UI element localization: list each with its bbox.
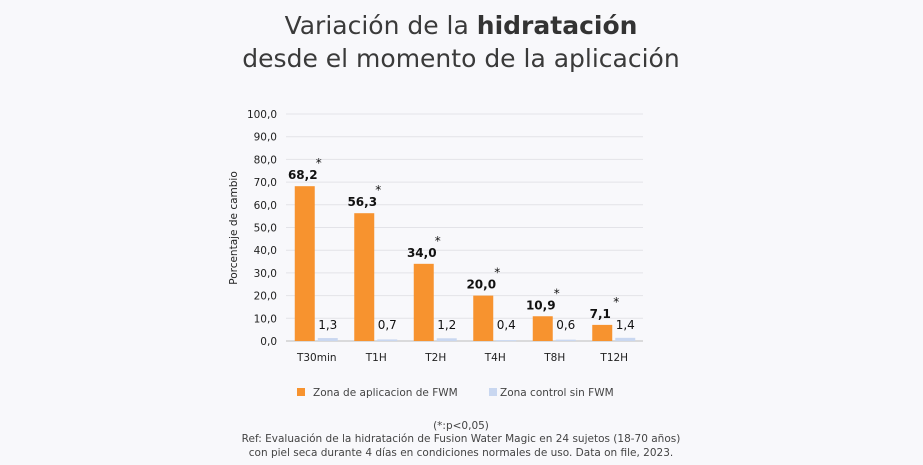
- bar-control: [377, 339, 398, 341]
- bar-fwm: [473, 295, 494, 341]
- legend-label-control: Zona control sin FWM: [500, 387, 614, 399]
- data-label: 7,1: [590, 307, 611, 321]
- legend-swatch-control: [489, 388, 497, 396]
- x-tick-label: T4H: [484, 352, 506, 364]
- y-tick-label: 50,0: [254, 223, 277, 235]
- bar-control: [317, 338, 338, 341]
- data-label: 20,0: [466, 278, 496, 292]
- data-label: 1,4: [616, 318, 635, 332]
- bar-control: [555, 339, 576, 341]
- legend: Zona de aplicacion de FWM Zona control s…: [297, 387, 614, 399]
- x-tick-label: T2H: [424, 352, 446, 364]
- significance-note: (*:p<0,05): [433, 420, 489, 432]
- y-tick-label: 0,0: [260, 336, 277, 348]
- significance-marker: *: [613, 295, 619, 309]
- reference-line1: Ref: Evaluación de la hidratación de Fus…: [242, 433, 681, 445]
- data-label: 1,3: [318, 318, 337, 332]
- x-tick-label: T30min: [296, 352, 337, 364]
- significance-marker: *: [375, 183, 381, 197]
- data-label: 10,9: [526, 298, 556, 312]
- bar-fwm: [413, 263, 434, 341]
- legend-label-fwm: Zona de aplicacion de FWM: [313, 387, 458, 399]
- y-tick-label: 10,0: [254, 313, 277, 325]
- data-label: 56,3: [347, 195, 377, 209]
- data-label: 0,4: [497, 318, 516, 332]
- chart-title-line1: Variación de la hidratación: [285, 11, 638, 40]
- bar-control: [615, 337, 636, 341]
- y-tick-label: 40,0: [254, 245, 277, 257]
- data-label: 1,2: [437, 318, 456, 332]
- y-tick-label: 60,0: [254, 200, 277, 212]
- x-tick-label: T12H: [599, 352, 628, 364]
- y-axis-label: Porcentaje de cambio: [228, 171, 240, 285]
- legend-swatch-fwm: [297, 388, 305, 396]
- y-tick-label: 80,0: [254, 154, 277, 166]
- bar-fwm: [354, 213, 375, 341]
- bar-fwm: [532, 316, 553, 341]
- data-label: 68,2: [288, 168, 318, 182]
- x-tick-label: T8H: [543, 352, 565, 364]
- significance-marker: *: [554, 286, 560, 300]
- data-label: 0,6: [556, 318, 575, 332]
- y-tick-label: 70,0: [254, 177, 277, 189]
- significance-marker: *: [435, 234, 441, 248]
- x-tick-label: T1H: [365, 352, 387, 364]
- data-label: 34,0: [407, 246, 437, 260]
- bar-fwm: [294, 186, 315, 341]
- bar-control: [436, 338, 457, 341]
- y-tick-label: 30,0: [254, 268, 277, 280]
- significance-marker: *: [316, 156, 322, 170]
- bar-fwm: [592, 324, 613, 341]
- reference-line2: con piel seca durante 4 días en condicio…: [249, 447, 673, 459]
- significance-marker: *: [494, 266, 500, 280]
- y-tick-label: 100,0: [247, 109, 277, 121]
- y-tick-label: 20,0: [254, 291, 277, 303]
- y-tick-label: 90,0: [254, 132, 277, 144]
- bar-control: [496, 340, 517, 342]
- data-label: 0,7: [378, 318, 397, 332]
- chart-title-line2: desde el momento de la aplicación: [242, 44, 679, 73]
